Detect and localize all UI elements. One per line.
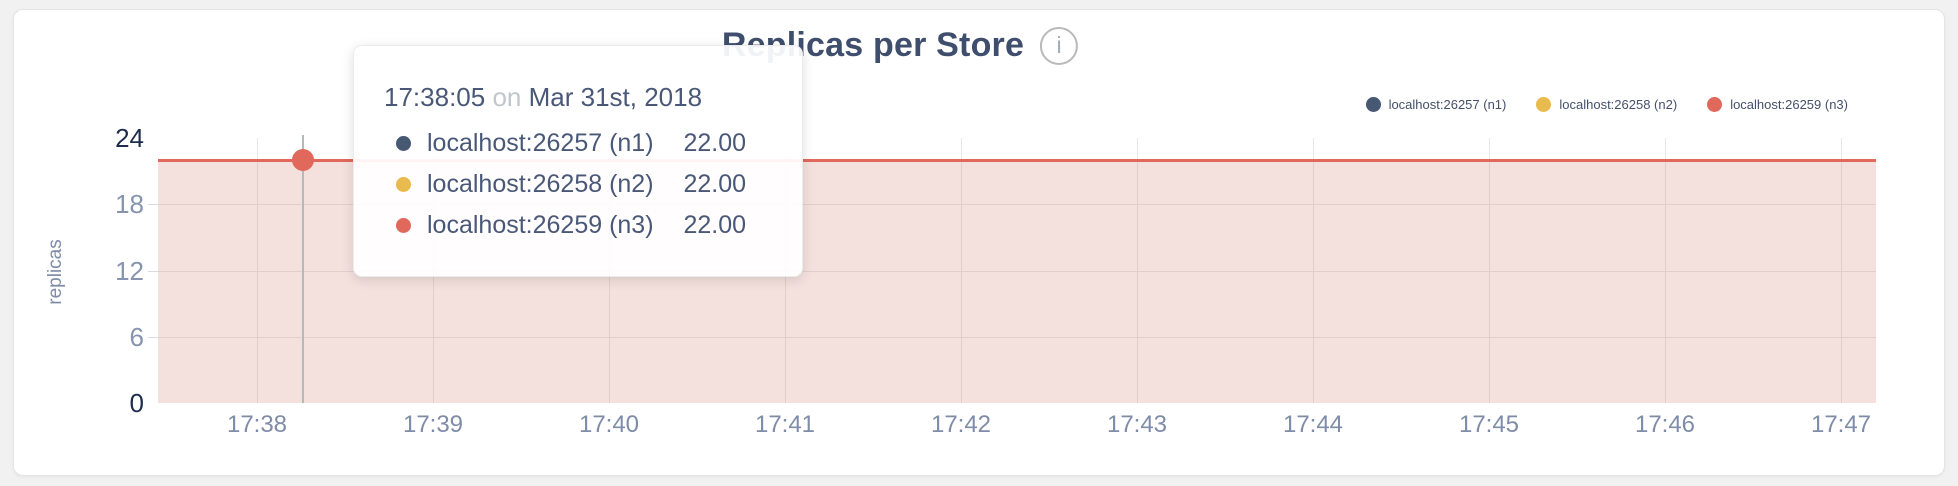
y-gridline (158, 336, 1876, 338)
series-dot-icon (396, 218, 411, 233)
tooltip-row: localhost:26258 (n2) 22.00 (384, 164, 746, 205)
chart-tooltip: 17:38:05 on Mar 31st, 2018 localhost:262… (353, 45, 803, 277)
x-gridline (257, 138, 258, 403)
legend-swatch-icon (1707, 97, 1723, 112)
hover-guideline (302, 135, 304, 403)
x-tick-label: 17:46 (1634, 411, 1696, 438)
info-icon[interactable]: i (1040, 26, 1079, 65)
chart-card (13, 9, 1945, 476)
series-line (158, 159, 1876, 163)
x-tick-label: 17:44 (1282, 411, 1344, 438)
y-gridline (158, 204, 1876, 206)
legend-label: localhost:26257 (n1) (1388, 97, 1507, 112)
series-dot-icon (396, 136, 411, 151)
tooltip-row: localhost:26259 (n3) 22.00 (384, 205, 746, 246)
x-tick-label: 17:43 (1106, 411, 1168, 438)
y-axis-title: replicas (45, 239, 66, 305)
chart-legend: localhost:26257 (n1) localhost:26258 (n2… (1365, 97, 1848, 112)
tooltip-series-value: 22.00 (683, 170, 746, 198)
x-tick-label: 17:41 (754, 411, 816, 438)
y-gridline (158, 270, 1876, 272)
legend-label: localhost:26259 (n3) (1730, 97, 1848, 112)
x-gridline (1137, 138, 1138, 403)
y-tick-label: 18 (115, 189, 144, 220)
y-tick-label: 24 (115, 123, 144, 153)
tooltip-series-value: 22.00 (683, 129, 746, 157)
y-tick-mark (148, 270, 158, 272)
x-tick-label: 17:38 (226, 411, 288, 438)
series-dot-icon (396, 177, 411, 192)
tooltip-header: 17:38:05 on Mar 31st, 2018 (384, 82, 746, 113)
x-gridline (961, 138, 962, 403)
y-tick-label: 0 (129, 388, 144, 418)
x-tick-label: 17:45 (1458, 411, 1520, 438)
x-tick-label: 17:40 (578, 411, 640, 438)
x-tick-label: 17:42 (930, 411, 992, 438)
x-tick-label: 17:47 (1810, 411, 1872, 438)
x-gridline (1313, 138, 1314, 403)
tooltip-time: 17:38:05 (384, 82, 486, 112)
tooltip-series-name: localhost:26258 (n2) (427, 170, 654, 198)
y-tick-mark (148, 204, 158, 206)
hover-point-dot (292, 149, 314, 172)
x-gridline (1489, 138, 1490, 403)
x-gridline (1841, 138, 1842, 403)
y-tick-mark (148, 336, 158, 338)
tooltip-conjunction: on (492, 82, 522, 112)
y-tick-label: 12 (115, 255, 144, 286)
legend-item: localhost:26257 (n1) (1365, 97, 1507, 112)
legend-item: localhost:26258 (n2) (1536, 97, 1677, 112)
legend-item: localhost:26259 (n3) (1707, 97, 1848, 112)
tooltip-row: localhost:26257 (n1) 22.00 (384, 123, 746, 164)
x-tick-label: 17:39 (402, 411, 464, 438)
legend-swatch-icon (1365, 97, 1381, 112)
tooltip-rows: localhost:26257 (n1) 22.00 localhost:262… (384, 123, 746, 246)
legend-label: localhost:26258 (n2) (1559, 97, 1678, 112)
tooltip-series-name: localhost:26257 (n1) (427, 129, 654, 157)
tooltip-date: Mar 31st, 2018 (528, 82, 703, 112)
legend-swatch-icon (1536, 97, 1552, 112)
x-gridline (1665, 138, 1666, 403)
tooltip-series-name: localhost:26259 (n3) (427, 211, 654, 239)
info-icon-glyph: i (1056, 32, 1062, 58)
tooltip-series-value: 22.00 (683, 211, 746, 239)
y-tick-label: 6 (129, 321, 144, 352)
